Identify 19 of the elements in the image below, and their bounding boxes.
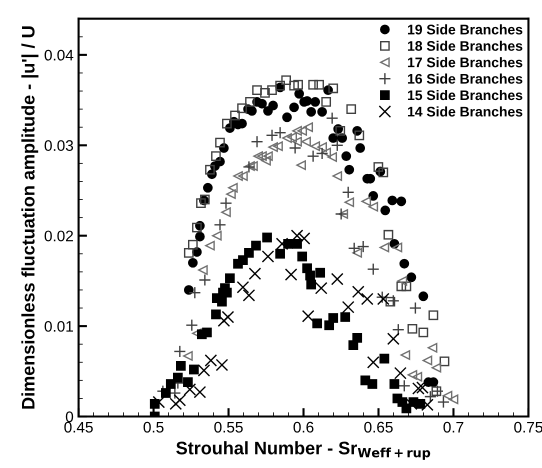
legend-label: 16 Side Branches (408, 74, 522, 84)
y-tick-label: 0 (66, 411, 74, 422)
y-tick-label: 0.03 (44, 140, 74, 151)
legend-label: 19 Side Branches (408, 24, 522, 34)
y-tick-label: 0.01 (44, 320, 73, 332)
x-tick-label: 0.55 (214, 422, 243, 433)
legend-label: 18 Side Branches (408, 40, 522, 51)
x-tick-label: 0.45 (64, 422, 93, 433)
x-tick-label: 0.7 (443, 422, 464, 433)
y-tick-label: 0.04 (44, 50, 74, 61)
legend-label: 15 Side Branches (408, 90, 522, 100)
legend-label: 17 Side Branches (408, 57, 522, 68)
x-tick-label: 0.5 (144, 422, 164, 433)
x-tick-label: 0.6 (294, 422, 314, 433)
x-tick-label: 0.65 (364, 422, 393, 433)
x-axis-title: Strouhal Number - Sr$_{Weff+rup}$ (176, 441, 430, 460)
legend-label: 14 Side Branches (408, 106, 522, 117)
y-axis-title: Dimensionless fluctuation amplitude - |u'| / U (21, 26, 38, 409)
y-tick-label: 0.02 (44, 230, 73, 242)
